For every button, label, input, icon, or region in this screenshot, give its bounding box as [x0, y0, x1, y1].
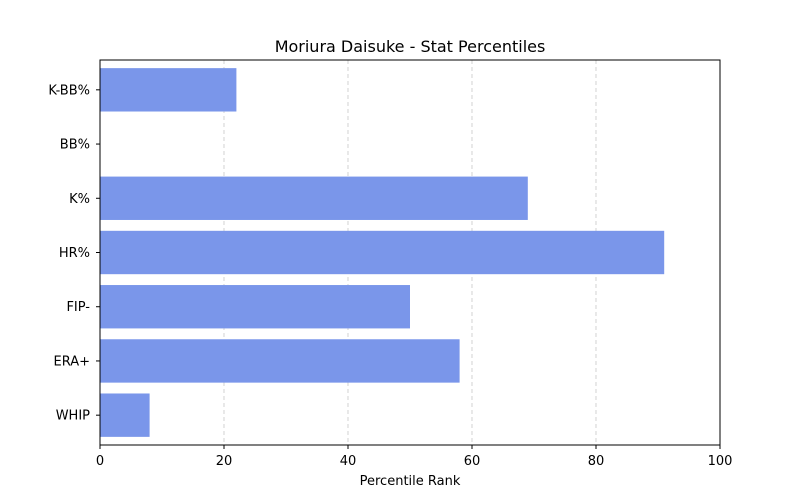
- bar: [100, 285, 410, 329]
- bar: [100, 176, 528, 220]
- bar: [100, 339, 460, 383]
- x-tick-label: 60: [464, 454, 481, 469]
- y-tick-label: BB%: [60, 138, 90, 153]
- x-axis-label: Percentile Rank: [360, 474, 461, 489]
- bars: [100, 68, 665, 437]
- bar: [100, 230, 665, 275]
- y-tick-label: WHIP: [56, 409, 90, 424]
- y-tick-label: K-BB%: [48, 83, 90, 98]
- x-tick-label: 20: [216, 454, 233, 469]
- x-tick-label: 80: [588, 454, 605, 469]
- x-tick-label: 0: [96, 454, 104, 469]
- y-tick-label: HR%: [59, 246, 90, 261]
- y-tick-label: K%: [69, 192, 90, 207]
- x-tick-label: 40: [340, 454, 357, 469]
- chart-title: Moriura Daisuke - Stat Percentiles: [275, 37, 546, 56]
- y-axis: K-BB% BB% K% HR% FIP- ERA+ WHIP: [48, 83, 100, 424]
- x-tick-label: 100: [708, 454, 733, 469]
- bar: [100, 393, 150, 437]
- y-tick-label: FIP-: [66, 300, 90, 315]
- y-tick-label: ERA+: [53, 354, 90, 369]
- bar: [100, 68, 237, 112]
- x-axis: 0 20 40 60 80 100: [96, 445, 733, 469]
